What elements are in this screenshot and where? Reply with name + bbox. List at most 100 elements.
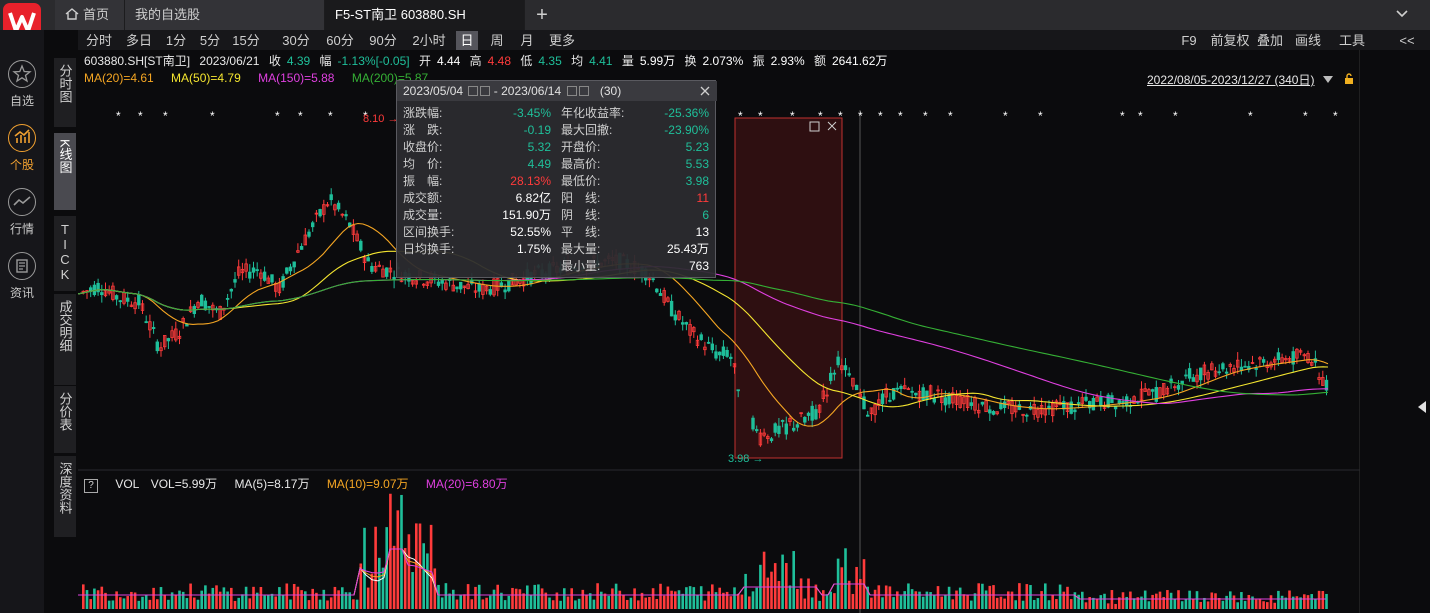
tab-price-table[interactable]: 分价表 [54, 386, 76, 454]
turnover-label: 换 [684, 54, 697, 68]
sidebar-item-watchlist[interactable]: 自选 [0, 60, 44, 124]
kline-chart[interactable]: 8.107.737.356.986.606.235.855.485.104.73… [78, 50, 1360, 613]
period-30min[interactable]: 30分 [282, 33, 310, 48]
tab-watchlist-label: 我的自选股 [135, 7, 201, 22]
volume-bar [111, 600, 115, 609]
volume-bar [233, 600, 237, 609]
collapse-button[interactable]: << [1399, 33, 1415, 48]
tab-stock[interactable]: F5-ST南卫 603880.SH [325, 0, 525, 30]
candle-body [381, 268, 385, 278]
candle-body [684, 322, 689, 325]
volume-bar [452, 589, 455, 609]
tab-kline[interactable]: K线图 [54, 133, 76, 211]
tab-trade-details[interactable]: 成交明细 [54, 294, 76, 386]
chevron-down-icon[interactable] [1392, 6, 1412, 24]
volume-bar [244, 586, 248, 609]
volume-bar [762, 551, 766, 609]
period-day[interactable]: 日 [456, 31, 478, 50]
volume-bar [352, 599, 355, 609]
high-label: 高 [469, 54, 482, 68]
tools-button[interactable]: 工具 [1338, 33, 1365, 48]
candle-body [207, 306, 211, 308]
volume-bar [163, 595, 166, 609]
candle-body [177, 335, 182, 339]
stats-label: 均 价: [403, 157, 443, 171]
period-2hour[interactable]: 2小时 [412, 33, 446, 48]
stepper-icon[interactable] [480, 86, 491, 96]
interval-stats-panel[interactable]: 2023/05/04 - 2023/06/14 (30) 涨跌幅: -3.45% 涨… [396, 80, 717, 278]
candle-body [140, 303, 145, 311]
volume-bar [178, 590, 181, 609]
volume-bar [903, 591, 906, 609]
stats-row: 最大回撤: -23.90% [561, 122, 709, 138]
period-week[interactable]: 周 [490, 33, 504, 48]
sidebar-item-stock[interactable]: 个股 [0, 124, 44, 188]
f9-button[interactable]: F9 [1181, 33, 1197, 48]
volume-bar [640, 592, 644, 609]
adjust-button[interactable]: 前复权 [1210, 33, 1250, 48]
candle-body [100, 292, 104, 296]
candle-body [840, 365, 844, 371]
add-tab-button[interactable]: + [536, 4, 548, 26]
period-90min[interactable]: 90分 [369, 33, 397, 48]
volume-bar [315, 592, 318, 609]
period-60min[interactable]: 60分 [326, 33, 354, 48]
volume-bar [1243, 600, 1247, 609]
volume-bar [1203, 597, 1206, 609]
volume-bar [211, 587, 215, 609]
stock-code: 603880.SH[ST南卫] [84, 54, 191, 68]
candle-body [373, 266, 378, 272]
overlay-button[interactable]: 叠加 [1256, 33, 1283, 48]
tab-tick[interactable]: TICK [54, 216, 76, 292]
volume-bar [226, 591, 229, 609]
candle-body [736, 389, 740, 392]
volume-bar [970, 600, 973, 609]
stepper-icon[interactable] [468, 86, 479, 96]
candle-body [1169, 378, 1173, 384]
lock-icon[interactable] [1343, 73, 1355, 85]
candle-body [1199, 367, 1203, 381]
close-icon[interactable] [699, 85, 711, 97]
candle-body [1073, 409, 1077, 413]
stats-row: 收盘价: 5.32 [403, 139, 551, 155]
candle-body [773, 423, 777, 433]
stats-label: 平 线: [561, 225, 601, 239]
sidebar-item-news[interactable]: 资讯 [0, 252, 44, 316]
ma-legend: MA(20)=4.61 MA(50)=4.79 MA(150)=5.88 MA(… [84, 71, 442, 87]
stepper-icon[interactable] [566, 86, 577, 96]
period-month[interactable]: 月 [520, 33, 534, 48]
period-1min[interactable]: 1分 [165, 33, 187, 48]
date-range[interactable]: 2022/08/05-2023/12/27 (340日) [1147, 71, 1355, 88]
stats-header: 2023/05/04 - 2023/06/14 (30) [397, 81, 717, 101]
volume-bar [622, 595, 625, 609]
draw-line-button[interactable]: 画线 [1294, 33, 1321, 48]
stats-label: 年化收益率: [561, 106, 625, 120]
period-fenshi[interactable]: 分时 [85, 33, 112, 48]
volume-bar [722, 592, 725, 609]
volume-bar [955, 590, 958, 609]
tab-watchlist[interactable]: 我的自选股 [125, 0, 325, 30]
chevron-down-icon[interactable] [1322, 75, 1334, 85]
volume-bar [481, 599, 485, 609]
candle-body [936, 389, 940, 392]
change-label: 幅 [319, 54, 332, 68]
candle-body [155, 341, 159, 352]
tab-home[interactable]: 首页 [55, 0, 125, 30]
candle-body [969, 402, 973, 406]
sidebar-item-market[interactable]: 行情 [0, 188, 44, 252]
stepper-icon[interactable] [578, 86, 589, 96]
tab-fenshi[interactable]: 分时图 [54, 58, 76, 128]
tab-depth-info[interactable]: 深度资料 [54, 456, 76, 538]
period-5min[interactable]: 5分 [199, 33, 221, 48]
help-icon[interactable]: ? [84, 479, 98, 493]
candle-body [681, 322, 685, 325]
period-multiday[interactable]: 多日 [125, 33, 152, 48]
period-15min[interactable]: 15分 [232, 33, 260, 48]
expand-panel-icon[interactable] [1417, 400, 1427, 417]
candle-body [817, 404, 822, 413]
candle-body [932, 398, 936, 403]
news-icon [8, 252, 36, 280]
stats-count: (30) [599, 84, 622, 98]
volume-bar [1262, 601, 1265, 609]
period-more[interactable]: 更多 [548, 33, 575, 48]
